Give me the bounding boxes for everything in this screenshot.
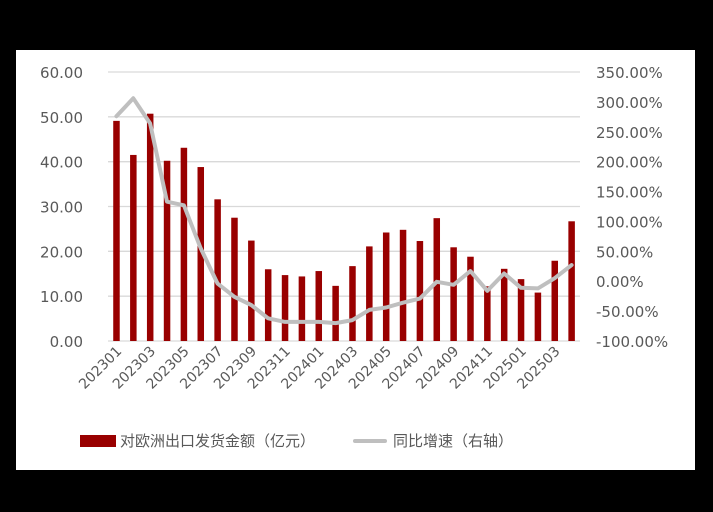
bar-swatch-icon	[80, 434, 116, 447]
line-swatch-icon	[353, 438, 388, 443]
bar	[130, 154, 137, 341]
right-axis-tick: 200.00%	[596, 154, 663, 172]
left-axis-tick: 40.00	[40, 154, 83, 172]
bar	[298, 276, 306, 341]
legend-item-line: 同比增速（右轴）	[353, 430, 513, 451]
left-axis-tick: 50.00	[40, 109, 83, 127]
chart-panel	[16, 50, 695, 470]
right-axis-tick: 150.00%	[596, 184, 663, 202]
bar	[214, 199, 221, 341]
bar	[163, 160, 171, 341]
bar	[534, 292, 542, 341]
right-axis-tick: 250.00%	[596, 124, 663, 142]
legend: 对欧洲出口发货金额（亿元） 同比增速（右轴）	[80, 430, 551, 451]
bar	[197, 167, 205, 341]
left-axis-tick: 0.00	[50, 333, 83, 351]
bar	[315, 271, 323, 341]
bar	[467, 256, 474, 341]
bar	[231, 217, 238, 341]
legend-bar-label: 对欧洲出口发货金额（亿元）	[120, 432, 316, 450]
bar	[248, 240, 255, 341]
legend-item-bar: 对欧洲出口发货金额（亿元）	[80, 430, 315, 451]
bar	[433, 218, 441, 341]
bar	[366, 246, 373, 341]
bar	[146, 113, 154, 341]
bar	[500, 268, 508, 341]
right-axis-tick: 350.00%	[596, 64, 663, 82]
bar	[281, 275, 289, 341]
bar	[551, 260, 559, 341]
left-axis-tick: 60.00	[40, 64, 83, 82]
left-axis-tick: 20.00	[40, 243, 83, 261]
legend-line-label: 同比增速（右轴）	[393, 432, 514, 450]
bar	[399, 229, 407, 341]
bar	[517, 279, 525, 341]
left-axis-tick: 10.00	[40, 288, 83, 306]
right-axis-tick: 50.00%	[596, 243, 653, 261]
bar	[450, 247, 457, 341]
bar	[568, 221, 575, 341]
right-axis-tick: 0.00%	[596, 273, 644, 291]
bar	[349, 266, 356, 341]
bar	[484, 286, 491, 341]
bar	[113, 120, 120, 341]
bar	[382, 232, 390, 341]
right-axis-tick: 300.00%	[596, 94, 663, 112]
bar	[416, 241, 424, 341]
bar	[180, 147, 188, 341]
right-axis-tick: 100.00%	[596, 213, 663, 231]
left-axis-tick: 30.00	[40, 199, 83, 217]
bar	[332, 285, 339, 341]
right-axis-tick: -50.00%	[596, 303, 659, 321]
bar	[264, 269, 272, 341]
growth-line	[114, 96, 574, 326]
right-axis-tick: -100.00%	[596, 333, 668, 351]
